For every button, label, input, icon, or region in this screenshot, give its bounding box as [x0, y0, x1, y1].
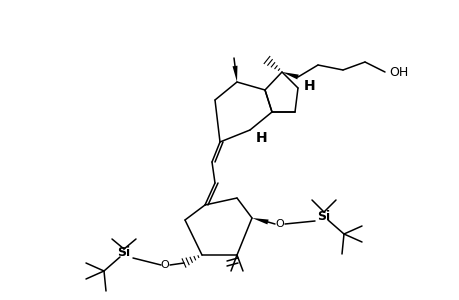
Text: OH: OH [388, 65, 408, 79]
Polygon shape [252, 218, 268, 224]
Text: O: O [275, 219, 284, 229]
Polygon shape [281, 72, 298, 80]
Text: Si: Si [117, 247, 130, 260]
Text: Si: Si [317, 209, 330, 223]
Text: O: O [160, 260, 169, 270]
Text: H: H [303, 79, 315, 93]
Polygon shape [232, 66, 237, 82]
Text: H: H [256, 131, 267, 145]
